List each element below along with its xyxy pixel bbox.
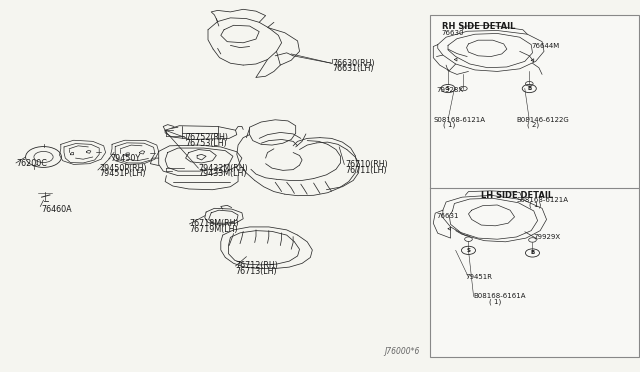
Text: 76752(RH): 76752(RH) [186,133,228,142]
Text: 79450Y: 79450Y [110,154,140,163]
Text: LH SIDE DETAIL: LH SIDE DETAIL [481,191,554,200]
Text: RH SIDE DETAIL: RH SIDE DETAIL [442,22,515,31]
Text: S08168-6121A: S08168-6121A [516,197,568,203]
Text: ( 1): ( 1) [443,122,455,128]
Text: ( 2): ( 2) [527,122,540,128]
Text: B08168-6161A: B08168-6161A [474,294,526,299]
Text: 76711(LH): 76711(LH) [346,166,387,174]
Text: 76719M(LH): 76719M(LH) [189,225,238,234]
Text: 76631: 76631 [436,213,459,219]
Text: 79432M(RH): 79432M(RH) [198,164,248,173]
Text: J76000*6: J76000*6 [384,347,419,356]
Text: 76753(LH): 76753(LH) [186,139,227,148]
Text: 76644M: 76644M [531,43,559,49]
Text: B: B [527,86,531,91]
Text: ( 1): ( 1) [529,202,541,208]
Text: 76460A: 76460A [42,205,72,214]
Text: S08168-6121A: S08168-6121A [433,117,485,123]
Text: 79928X: 79928X [436,87,463,93]
Text: S: S [446,86,450,91]
FancyBboxPatch shape [430,15,639,357]
Text: 79450P(RH): 79450P(RH) [99,164,147,173]
Text: 76630(RH): 76630(RH) [333,59,376,68]
Text: 76631(LH): 76631(LH) [333,64,374,73]
Text: B08146-6122G: B08146-6122G [516,117,569,123]
Text: ( 1): ( 1) [489,298,501,305]
Text: 79451P(LH): 79451P(LH) [99,169,146,178]
Text: 76718M(RH): 76718M(RH) [189,219,239,228]
Text: 76710(RH): 76710(RH) [346,160,388,169]
Text: B: B [531,250,534,256]
Text: 79451R: 79451R [465,274,492,280]
Text: 76712(RH): 76712(RH) [236,262,278,270]
Text: 79433M(LH): 79433M(LH) [198,169,247,178]
Text: S: S [467,248,470,253]
Text: 79929X: 79929X [534,234,561,240]
Text: 76200C: 76200C [16,159,47,168]
Text: 76630: 76630 [442,30,464,36]
Text: 76713(LH): 76713(LH) [236,267,277,276]
